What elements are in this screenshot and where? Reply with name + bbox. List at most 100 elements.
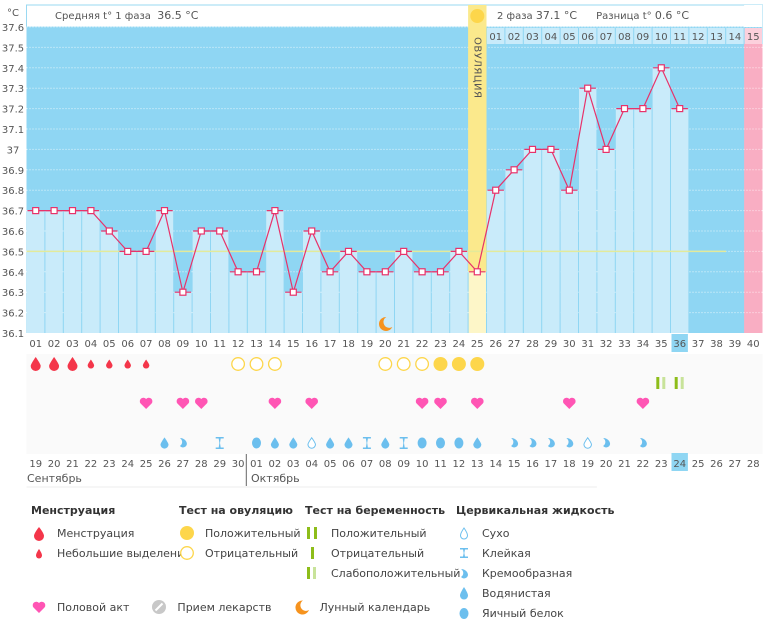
eggwhite-icon bbox=[417, 437, 427, 449]
temperature-point bbox=[381, 268, 389, 276]
pregnancy-test-icon bbox=[656, 377, 660, 389]
temperature-bar bbox=[579, 88, 597, 333]
temperature-point bbox=[197, 227, 205, 235]
temperature-bar bbox=[45, 210, 63, 333]
calendar-date-label: 29 bbox=[213, 459, 226, 470]
sticky-icon bbox=[215, 437, 224, 449]
phase1-label: Средняя t° 1 фаза bbox=[55, 11, 151, 22]
heart-icon bbox=[562, 397, 576, 409]
y-tick-label: 36.5 bbox=[2, 247, 24, 258]
pregnancy-weak-icon bbox=[307, 567, 316, 579]
calendar-date-label: 18 bbox=[563, 459, 576, 470]
legend-item: Клейкая bbox=[456, 543, 614, 563]
calendar-date-label: 26 bbox=[710, 459, 723, 470]
calendar-date-label: 02 bbox=[269, 459, 282, 470]
dry-drop-icon bbox=[583, 436, 592, 449]
y-tick-label: 37 bbox=[7, 145, 20, 156]
next-cycle-day-label: 07 bbox=[600, 32, 613, 43]
temperature-bar bbox=[229, 271, 247, 333]
legend-label: Сухо bbox=[482, 526, 510, 540]
legend-item: Небольшие выделения bbox=[31, 543, 191, 563]
temperature-point bbox=[455, 247, 463, 255]
temperature-point bbox=[473, 268, 481, 276]
cycle-day-label: 29 bbox=[545, 339, 558, 350]
calendar-date-label: 03 bbox=[287, 459, 300, 470]
legend-pregnancy-test: Тест на беременность Положительный Отриц… bbox=[305, 504, 460, 583]
blood-drop-icon bbox=[34, 527, 44, 541]
temperature-bar bbox=[560, 190, 578, 333]
temperature-bar bbox=[27, 210, 45, 333]
pregnancy-test-icon bbox=[662, 377, 666, 389]
calendar-date-label: 27 bbox=[729, 459, 742, 470]
moon-icon bbox=[378, 316, 393, 331]
ovulation-test-negative-icon bbox=[231, 357, 246, 371]
legend-item: Прием лекарств bbox=[151, 597, 272, 617]
small-blood-drop-icon bbox=[36, 549, 42, 559]
calendar-date-label: 19 bbox=[581, 459, 594, 470]
legend-label: Небольшие выделения bbox=[57, 546, 191, 560]
small-blood-drop-icon bbox=[87, 359, 95, 369]
temperature-bar bbox=[597, 149, 615, 333]
watery-drop-icon bbox=[381, 437, 390, 449]
legend-menstruation: Менструация Менструация Небольшие выделе… bbox=[31, 504, 191, 563]
temperature-bar bbox=[82, 210, 100, 333]
ovulation-sun-icon bbox=[470, 9, 485, 23]
calendar-date-label: 10 bbox=[416, 459, 429, 470]
heart-icon bbox=[176, 397, 190, 409]
cycle-day-label: 35 bbox=[655, 339, 668, 350]
month-label-september: Сентябрь bbox=[27, 472, 82, 485]
pregnancy-test-icon bbox=[674, 377, 678, 389]
cycle-day-label: 37 bbox=[692, 339, 705, 350]
next-cycle-day-cell bbox=[652, 28, 670, 44]
calendar-date-label: 12 bbox=[453, 459, 466, 470]
y-tick-label: 36.7 bbox=[2, 207, 24, 218]
diff-label: Разница t° bbox=[596, 11, 652, 22]
legend-item: Положительный bbox=[179, 523, 301, 543]
moon-icon bbox=[294, 600, 309, 615]
watery-drop-icon bbox=[289, 437, 298, 449]
temperature-point bbox=[510, 166, 518, 174]
blood-drop-icon bbox=[67, 357, 78, 372]
creamy-icon bbox=[566, 438, 574, 448]
phase2-average: 2 фаза 37.1 °C Разница t° 0.6 °C bbox=[497, 6, 689, 26]
legend-title: Тест на беременность bbox=[305, 504, 446, 517]
legend-label: Водянистая bbox=[482, 586, 551, 600]
legend-label: Лунный календарь bbox=[319, 600, 431, 614]
ovulation-test-negative-icon bbox=[267, 357, 282, 371]
cycle-day-label: 26 bbox=[489, 339, 502, 350]
watery-drop-icon bbox=[473, 437, 482, 449]
cycle-day-label: 02 bbox=[48, 339, 61, 350]
next-cycle-day-label: 03 bbox=[526, 32, 539, 43]
calendar-date-label: 20 bbox=[600, 459, 613, 470]
temperature-point bbox=[50, 207, 58, 215]
month-label-october: Октябрь bbox=[251, 472, 300, 485]
calendar-date-label: 20 bbox=[48, 459, 61, 470]
y-tick-label: 37.4 bbox=[2, 64, 24, 75]
legend-label: Положительный bbox=[331, 526, 427, 540]
ovulation-test-positive-icon bbox=[451, 357, 466, 371]
calendar-date-label: 05 bbox=[324, 459, 337, 470]
temperature-point bbox=[216, 227, 224, 235]
eggwhite-icon bbox=[459, 608, 469, 619]
heart-icon bbox=[434, 397, 447, 409]
legend-item: Положительный bbox=[305, 523, 460, 543]
negative-circle-icon bbox=[180, 546, 194, 560]
next-cycle-header bbox=[744, 5, 763, 27]
creamy-icon bbox=[511, 438, 519, 448]
cycle-day-label: 11 bbox=[213, 339, 226, 350]
temperature-bar bbox=[615, 108, 634, 333]
temperature-point bbox=[639, 104, 647, 113]
temperature-bar bbox=[634, 108, 652, 333]
legend-item: Отрицательный bbox=[179, 543, 301, 563]
blood-drop-icon bbox=[49, 357, 60, 372]
calendar-date-label: 19 bbox=[29, 459, 42, 470]
calendar-date-label: 09 bbox=[397, 459, 410, 470]
temperature-bar bbox=[523, 149, 542, 333]
cycle-day-label: 22 bbox=[416, 339, 429, 350]
legend-label: Половой акт bbox=[57, 600, 130, 614]
next-cycle-day-cell bbox=[707, 28, 726, 44]
temperature-bar bbox=[339, 251, 358, 333]
temperature-bar bbox=[542, 149, 560, 333]
watery-drop-icon bbox=[460, 587, 468, 600]
temperature-point bbox=[271, 207, 279, 215]
